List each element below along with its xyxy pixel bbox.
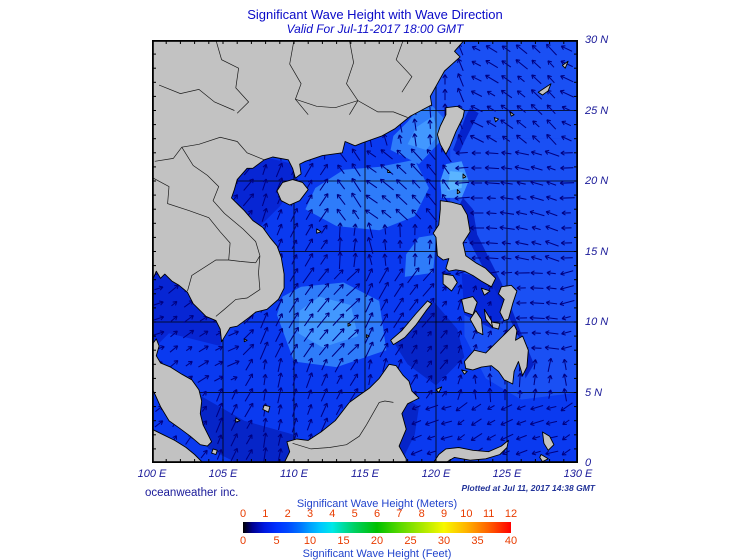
land-taiwan [436, 105, 465, 155]
lat-tick-label: 10 N [585, 316, 609, 328]
land-panay [461, 296, 478, 316]
land-asia-mainland [151, 39, 465, 343]
lon-tick-label: 125 E [492, 468, 522, 480]
land-malay-peninsula [151, 338, 213, 447]
lon-tick-label: 120 E [421, 468, 451, 480]
colorbar-gradient [243, 522, 511, 533]
wave-patch-west-luzon-light [404, 234, 436, 277]
colorbar-feet-tick: 35 [471, 535, 484, 547]
map-border [151, 39, 579, 464]
land-amami [561, 60, 569, 69]
lon-tick-label: 115 E [351, 468, 379, 480]
lon-tick-label: 130 E [563, 468, 593, 480]
land-negros [469, 310, 484, 336]
colorbar-feet-tick: 40 [504, 535, 518, 547]
border-borneo-border [292, 400, 394, 450]
land-basilan [461, 369, 468, 375]
colorbar-feet-tick: 0 [239, 535, 247, 547]
border-china-province-1 [289, 39, 309, 115]
border-laos-thailand-border [153, 177, 231, 261]
lon-tick-label: 110 E [280, 468, 308, 480]
border-cambodia-vietnam-border [215, 255, 261, 317]
land-palawan [390, 300, 433, 346]
land-pratas [387, 169, 392, 173]
land-ishigaki [493, 117, 499, 123]
colorbar-meters-tick: 12 [504, 508, 518, 520]
colorbar-feet-label: Significant Wave Height (Feet) [302, 548, 452, 560]
land-babuyan [456, 189, 461, 195]
border-vietnam-china-border [154, 136, 265, 162]
map-canvas [151, 39, 579, 464]
land-anambas [235, 417, 241, 423]
colorbar-meters-tick: 6 [373, 508, 381, 520]
land-samar-leyte [498, 284, 518, 322]
colorbar-meters-label: Significant Wave Height (Meters) [296, 498, 458, 510]
land-masbate [480, 287, 491, 296]
border-laos-vietnam-border [181, 147, 261, 256]
land-spratly-1 [347, 322, 352, 327]
land-sulu-archipelago [435, 386, 443, 393]
colorbar-meters-tick: 0 [239, 508, 247, 520]
land-riau-islands [211, 448, 218, 455]
colorbar-meters-tick: 7 [396, 508, 403, 520]
border-china-province-2 [215, 39, 250, 114]
colorbar-feet-tick: 15 [337, 535, 350, 547]
plotted-timestamp: Plotted at Jul 11, 2017 14:38 GMT [461, 483, 595, 493]
land-hainan [276, 179, 309, 206]
colorbar-meters-tick: 1 [262, 508, 269, 520]
land-spratly-2 [365, 334, 370, 338]
land-natuna [262, 404, 271, 413]
lon-tick-label: 100 E [137, 468, 167, 480]
land-borneo [283, 363, 420, 464]
border-china-province-4 [346, 39, 359, 115]
credit-text: oceanweather inc. [145, 487, 239, 499]
colorbar-meters-tick: 3 [306, 508, 314, 520]
border-china-province-5 [395, 39, 413, 93]
page-subtitle: Valid For Jul-11-2017 18:00 GMT [286, 22, 464, 36]
colorbar-meters-tick: 9 [440, 508, 448, 520]
land-mindanao [463, 324, 529, 385]
wave-patch-borneo-east-dark [396, 399, 419, 463]
colorbar-meters-tick: 2 [284, 508, 291, 520]
land-sulawesi [432, 439, 509, 464]
colorbar-feet-tick: 25 [404, 535, 417, 547]
colorbar-feet-tick: 20 [370, 535, 384, 547]
wave-patch-gulf-of-tonkin-dark [231, 158, 296, 227]
colorbar-meters-tick: 5 [351, 508, 358, 520]
land-paracel [316, 228, 322, 234]
land-luzon [432, 200, 497, 288]
land-con-dao [243, 338, 248, 343]
land-halmahera [542, 431, 555, 451]
colorbar-meters-tick: 10 [460, 508, 473, 520]
land-miyako [509, 111, 515, 117]
colorbar-meters-tick: 11 [482, 508, 495, 520]
border-china-province-3 [158, 84, 235, 111]
colorbar-meters-tick: 4 [329, 508, 336, 520]
lat-tick-label: 5 N [585, 386, 603, 399]
lon-tick-label: 105 E [208, 468, 238, 480]
lat-tick-label: 15 N [585, 245, 609, 258]
land-batanes [462, 173, 467, 179]
border-china-province-6 [295, 98, 408, 118]
border-thailand-cambodia-border [187, 255, 261, 292]
map-area [151, 39, 579, 464]
land-bohol [490, 321, 501, 330]
page-title: Significant Wave Height with Wave Direct… [247, 7, 503, 22]
lat-tick-label: 20 N [585, 175, 609, 187]
lat-tick-label: 25 N [585, 104, 609, 117]
colorbar-feet-tick: 5 [273, 535, 280, 547]
colorbar-meters-tick: 8 [418, 508, 425, 520]
lat-tick-label: 30 N [585, 34, 609, 46]
wave-patch-taiwan-east-dark [453, 107, 479, 155]
land-okinawa [537, 83, 552, 96]
land-mindoro [442, 273, 458, 292]
lat-tick-label: 0 [585, 457, 592, 469]
colorbar-feet-tick: 10 [303, 535, 317, 547]
colorbar-feet-tick: 30 [437, 535, 451, 547]
